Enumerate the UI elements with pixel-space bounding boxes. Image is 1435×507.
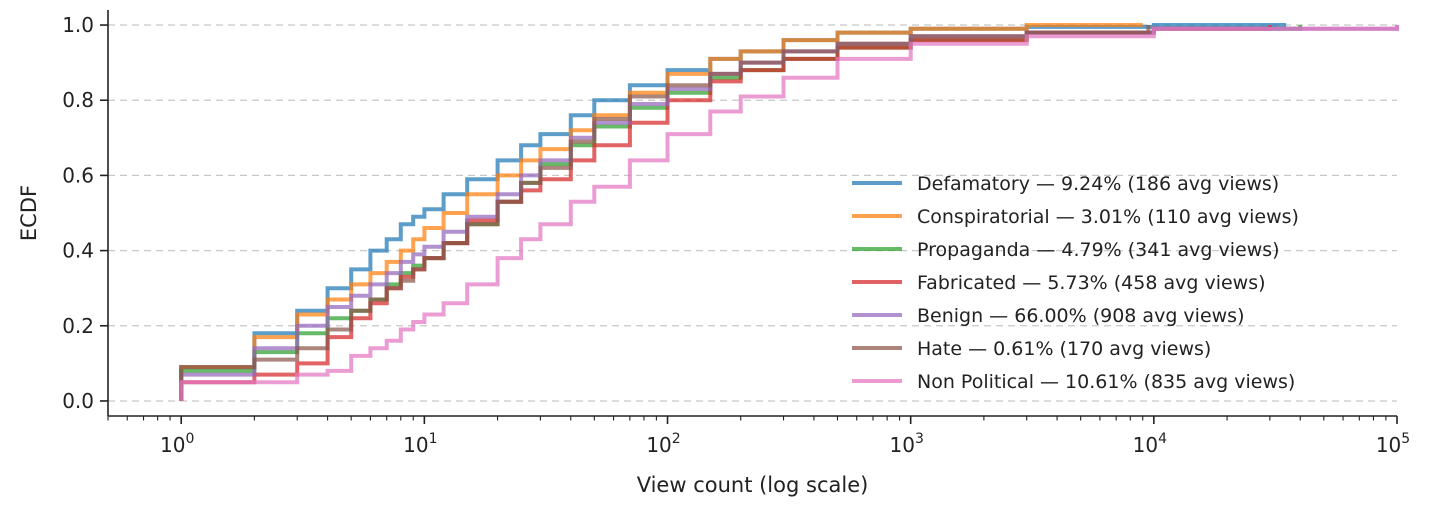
legend-label-4: Benign — 66.00% (908 avg views) [917, 305, 1244, 327]
x-tick-label: 102 [646, 431, 680, 457]
y-tick-label: 0.8 [62, 88, 94, 112]
y-tick-label: 0.4 [62, 239, 94, 263]
legend-label-3: Fabricated — 5.73% (458 avg views) [917, 272, 1266, 294]
y-tick-label: 1.0 [62, 13, 94, 37]
y-tick-label: 0.2 [62, 314, 94, 338]
series-line-5 [179, 25, 1151, 401]
legend: Defamatory — 9.24% (186 avg views) Conspi… [852, 173, 1299, 393]
x-axis-title: View count (log scale) [637, 473, 869, 497]
x-tick-label: 104 [1133, 431, 1167, 457]
legend-label-0: Defamatory — 9.24% (186 avg views) [917, 173, 1279, 195]
x-axis-ticks: 100 101 102 103 104 105 [107, 416, 1410, 457]
y-tick-label: 0.0 [62, 389, 94, 413]
y-axis-ticks: 0.0 0.2 0.4 0.6 0.8 1.0 [62, 13, 108, 413]
x-tick-label: 103 [889, 431, 923, 457]
x-tick-label: 105 [1376, 431, 1410, 457]
legend-label-2: Propaganda — 4.79% (341 avg views) [917, 239, 1280, 261]
x-tick-label: 100 [160, 431, 194, 457]
x-tick-label: 101 [403, 431, 437, 457]
y-tick-label: 0.6 [62, 163, 94, 187]
legend-label-6: Non Political — 10.61% (835 avg views) [917, 371, 1295, 393]
series-lines [179, 23, 1399, 401]
series-line-6 [179, 25, 1399, 401]
legend-label-1: Conspiratorial — 3.01% (110 avg views) [917, 206, 1299, 228]
y-axis-title: ECDF [17, 185, 41, 241]
axes [107, 10, 1397, 417]
legend-label-5: Hate — 0.61% (170 avg views) [917, 338, 1211, 360]
